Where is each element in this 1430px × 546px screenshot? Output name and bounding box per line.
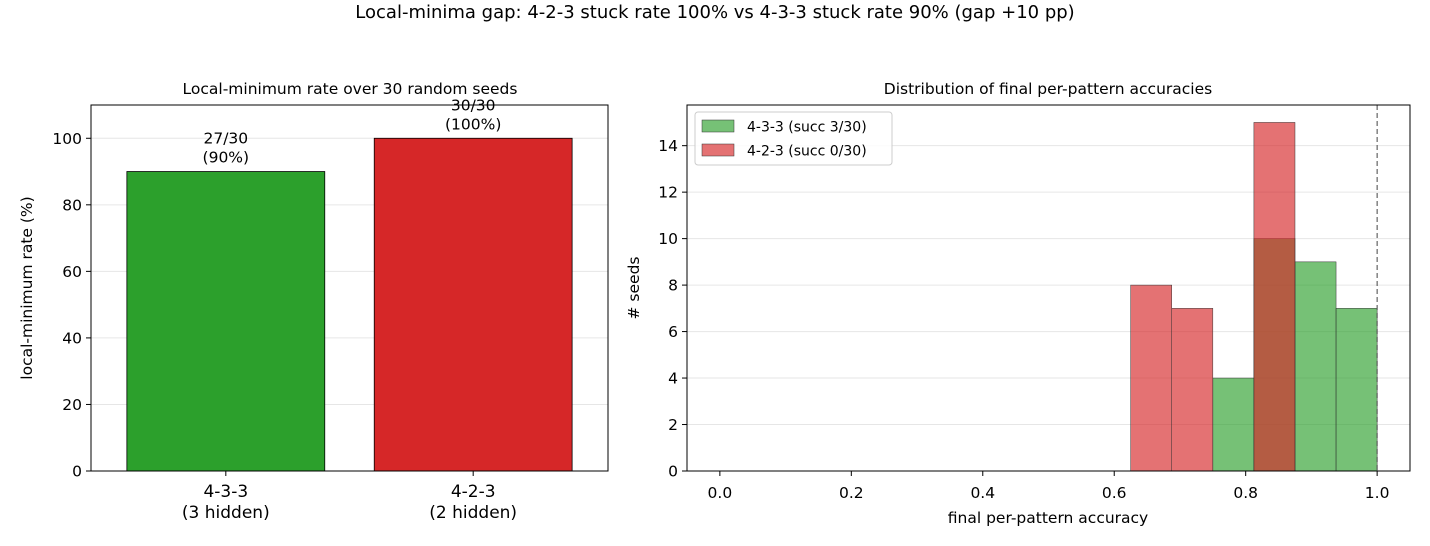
right-x-tick-label: 0.4 (970, 484, 995, 502)
right-y-tick-label: 14 (658, 137, 678, 155)
bar-value-label: 27/30 (203, 130, 248, 148)
right-y-tick-label: 12 (658, 184, 678, 202)
left-x-tick-label: (2 hidden) (429, 503, 517, 523)
right-x-ticks: 0.0 0.2 0.4 0.6 0.8 1.0 (708, 471, 1390, 502)
left-y-tick-label: 0 (72, 463, 82, 481)
left-x-tick-label: 4-3-3 (203, 482, 248, 502)
right-y-tick-label: 4 (668, 370, 678, 388)
right-x-axis-label: final per-pattern accuracy (948, 509, 1148, 527)
right-x-tick-label: 0.2 (839, 484, 864, 502)
right-chart-title: Distribution of final per-pattern accura… (884, 80, 1212, 98)
hist-bar-s1-0 (1130, 284, 1172, 472)
legend-box (694, 111, 893, 166)
left-bars (126, 137, 573, 472)
right-x-tick-label: 0.8 (1233, 484, 1258, 502)
legend-swatch (701, 143, 735, 157)
right-x-tick-label: 0.6 (1102, 484, 1127, 502)
right-histogram-bars (1130, 122, 1378, 472)
left-y-tick-label: 100 (52, 130, 82, 148)
right-y-tick-label: 0 (668, 463, 678, 481)
right-y-tick-label: 2 (668, 416, 678, 434)
right-x-tick-label: 1.0 (1365, 484, 1390, 502)
right-y-ticks: 0 2 4 6 8 10 12 14 (658, 137, 687, 481)
legend-swatch (701, 119, 735, 133)
hist-bar-s1-1 (1171, 308, 1214, 472)
left-y-axis-label: local-minimum rate (%) (18, 196, 36, 379)
left-y-tick-label: 60 (62, 263, 82, 281)
left-x-tick-label: 4-2-3 (451, 482, 496, 502)
hist-bar-s0-2 (1294, 261, 1337, 472)
right-chart: Distribution of final per-pattern accura… (625, 80, 1411, 527)
left-x-ticks: 4-3-3(3 hidden) 4-2-3(2 hidden) (182, 471, 517, 523)
left-y-tick-label: 40 (62, 329, 82, 347)
left-x-tick-label: (3 hidden) (182, 503, 270, 523)
legend-label: 4-2-3 (succ 0/30) (747, 144, 867, 160)
bar-value-label: (90%) (203, 149, 250, 167)
right-y-tick-label: 10 (658, 230, 678, 248)
left-y-tick-label: 20 (62, 396, 82, 414)
left-chart-title: Local-minimum rate over 30 random seeds (183, 80, 518, 98)
hist-bar-s0-0 (1212, 377, 1255, 472)
hist-bar-s1-2 (1253, 122, 1296, 472)
bar-value-label: (100%) (445, 115, 501, 133)
hist-bar-s0-3 (1335, 308, 1378, 472)
bar-1 (373, 137, 573, 472)
legend-label: 4-3-3 (succ 3/30) (747, 120, 867, 136)
left-y-ticks: 0 20 40 60 80 100 (52, 130, 91, 481)
left-chart: Local-minimum rate over 30 random seeds … (18, 80, 609, 523)
right-x-tick-label: 0.0 (708, 484, 733, 502)
right-y-axis-label: # seeds (625, 257, 643, 320)
right-legend: 4-3-3 (succ 3/30) 4-2-3 (succ 0/30) (694, 111, 893, 166)
right-y-tick-label: 8 (668, 277, 678, 295)
left-y-tick-label: 80 (62, 196, 82, 214)
right-plot-frame (686, 104, 1411, 472)
figure-suptitle: Local-minima gap: 4-2-3 stuck rate 100% … (355, 2, 1074, 23)
left-plot-frame (90, 104, 609, 472)
right-y-tick-label: 6 (668, 323, 678, 341)
bar-0 (126, 171, 326, 472)
